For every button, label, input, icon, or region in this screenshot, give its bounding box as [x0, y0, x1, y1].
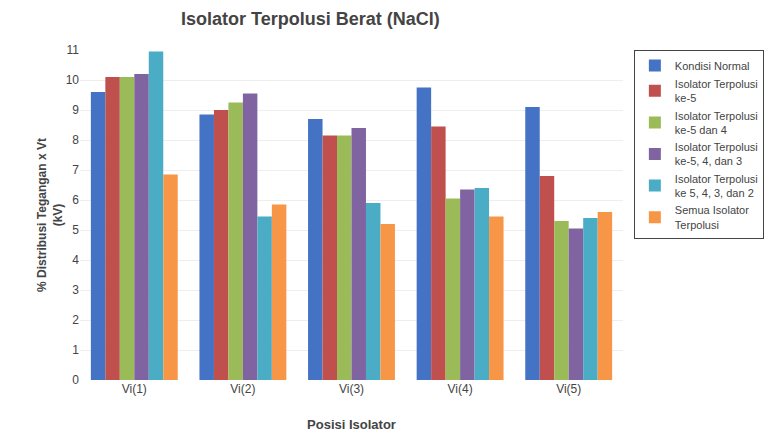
svg-text:9: 9	[72, 103, 79, 117]
svg-text:Posisi Isolator: Posisi Isolator	[307, 417, 396, 432]
svg-text:2: 2	[72, 313, 79, 327]
svg-text:Isolator Terpolusike-5: Isolator Terpolusike-5	[675, 78, 758, 104]
svg-text:0: 0	[72, 373, 79, 387]
svg-text:Isolator Terpolusi Berat (NaCl: Isolator Terpolusi Berat (NaCl)	[181, 9, 440, 29]
svg-text:Vi(5): Vi(5)	[556, 382, 581, 396]
svg-text:10: 10	[66, 73, 80, 87]
svg-text:% Distribusi Tegangan x Vt(kV): % Distribusi Tegangan x Vt(kV)	[35, 138, 65, 292]
svg-text:Semua IsolatorTerpolusi: Semua IsolatorTerpolusi	[675, 204, 749, 230]
svg-text:Vi(2): Vi(2)	[230, 382, 255, 396]
svg-text:7: 7	[72, 163, 79, 177]
svg-text:Vi(3): Vi(3)	[339, 382, 364, 396]
svg-text:Isolator Terpolusike 5, 4, 3,: Isolator Terpolusike 5, 4, 3, dan 2	[675, 173, 758, 199]
svg-text:4: 4	[72, 253, 79, 267]
svg-text:3: 3	[72, 283, 79, 297]
svg-text:8: 8	[72, 133, 79, 147]
svg-text:Vi(1): Vi(1)	[122, 382, 147, 396]
svg-text:Vi(4): Vi(4)	[448, 382, 473, 396]
svg-text:Isolator Terpolusike-5 dan 4: Isolator Terpolusike-5 dan 4	[675, 110, 758, 136]
svg-text:5: 5	[72, 223, 79, 237]
svg-text:Isolator Terpolusike-5, 4, dan: Isolator Terpolusike-5, 4, dan 3	[675, 141, 758, 167]
svg-text:11: 11	[67, 43, 80, 57]
svg-text:1: 1	[72, 343, 79, 357]
svg-text:Kondisi Normal: Kondisi Normal	[675, 60, 750, 72]
svg-text:6: 6	[72, 193, 79, 207]
